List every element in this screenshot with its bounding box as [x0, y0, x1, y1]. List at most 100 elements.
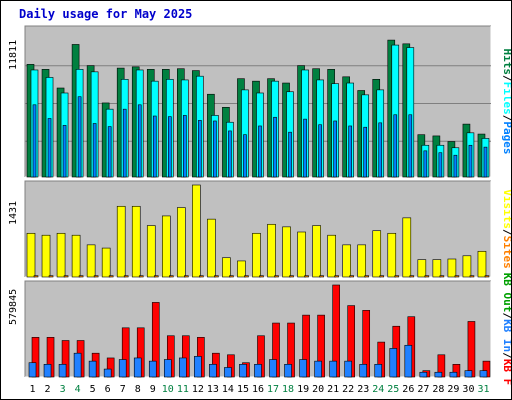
bar-kb-in [73, 352, 82, 378]
bar-pages [137, 104, 142, 178]
bar-sites [289, 275, 294, 278]
legend-hits: Hits [501, 49, 511, 76]
bar-kb-in [359, 364, 368, 378]
bar-kb-in [163, 359, 172, 378]
bar-visits [267, 223, 276, 278]
x-tick-label: 1 [30, 384, 36, 395]
x-tick-label: 30 [462, 384, 474, 395]
x-tick-label: 14 [222, 384, 234, 395]
bar-sites [123, 275, 129, 278]
x-tick-label: 25 [387, 384, 399, 395]
bar-kb-in [314, 360, 322, 378]
x-tick-label: 4 [75, 384, 81, 395]
bar-pages [318, 124, 322, 178]
bar-visits [357, 244, 367, 278]
bar-kb-in [374, 364, 383, 378]
x-tick-label: 27 [417, 384, 429, 395]
bar-kb-in [88, 360, 97, 378]
bar-visits [41, 234, 51, 278]
x-tick-label: 13 [207, 384, 219, 395]
bar-pages [333, 120, 337, 178]
bar-kb-in [239, 364, 247, 378]
bar-pages [258, 125, 262, 178]
bar-pages [423, 150, 428, 178]
bar-pages [77, 96, 82, 178]
bar-kb-in [404, 344, 413, 378]
bar-sites [108, 275, 114, 278]
bar-kb-in [389, 348, 398, 378]
bar-visits [327, 234, 336, 278]
x-tick-label: 26 [402, 384, 414, 395]
bar-visits [26, 232, 36, 278]
legend-pages: Pages [501, 121, 511, 154]
bar-kb-in [284, 364, 292, 378]
x-tick-label: 16 [252, 384, 264, 395]
bar-sites [244, 275, 249, 278]
bar-visits [146, 225, 156, 278]
legend-sites: Sites [501, 236, 511, 269]
bar-sites [78, 275, 84, 278]
bar-kb-in [209, 364, 217, 378]
bar-kb-in [344, 360, 352, 378]
bar-pages [288, 131, 292, 178]
x-tick-label: 31 [477, 384, 489, 395]
bar-visits [222, 257, 231, 278]
x-tick-label: 29 [447, 384, 459, 395]
bar-kb-in [464, 370, 473, 378]
bar-kb-in [419, 371, 428, 378]
x-tick-label: 3 [60, 384, 66, 395]
bar-visits [177, 207, 186, 278]
bar-pages [348, 125, 352, 178]
bar-sites [274, 275, 279, 278]
legend-separator: / [501, 352, 511, 359]
bar-sites [168, 275, 174, 278]
legend-separator: / [501, 312, 511, 319]
bar-visits [462, 255, 472, 278]
bar-kb-in [58, 364, 67, 378]
bar-sites [138, 275, 144, 278]
bar-sites [379, 275, 385, 278]
x-tick-label: 22 [342, 384, 354, 395]
bar-pages [483, 146, 488, 178]
bar-kb-in [434, 371, 443, 378]
bar-pages [228, 130, 232, 178]
bar-pages [303, 118, 307, 178]
panel-visits-sites-edge-dark [24, 180, 491, 277]
bar-pages [408, 114, 413, 178]
bar-kb-f [467, 321, 476, 378]
bar-sites [319, 275, 324, 278]
x-tick-label: 7 [120, 384, 126, 395]
x-tick-label: 21 [327, 384, 339, 395]
legend-hits-files-pages: Hits/Files/Pages [501, 49, 511, 155]
x-tick-label: 11 [177, 384, 189, 395]
bar-pages [167, 116, 172, 178]
bar-pages [47, 118, 52, 178]
bar-visits [477, 250, 487, 278]
bar-kb-in [299, 359, 307, 378]
bar-sites [439, 275, 445, 278]
bar-visits [101, 247, 111, 278]
bar-visits [387, 232, 397, 278]
bar-kb-in [329, 360, 337, 378]
legend-separator: / [501, 115, 511, 122]
bar-visits [71, 234, 81, 278]
y-max-label-hits: 11811 [8, 40, 19, 70]
x-tick-label: 10 [162, 384, 174, 395]
bar-pages [92, 123, 97, 178]
legend-kb_out: KB Out [501, 273, 511, 313]
bar-pages [198, 120, 202, 178]
bar-sites [484, 275, 490, 278]
x-tick-label: 20 [312, 384, 324, 395]
bar-visits [116, 205, 126, 278]
bar-sites [153, 275, 159, 278]
bar-kb-in [28, 362, 37, 378]
x-tick-label: 12 [192, 384, 204, 395]
x-tick-label: 15 [237, 384, 249, 395]
bar-visits [372, 230, 382, 278]
legend-visits: Visits [501, 189, 511, 229]
panel-kbytes-edge-dark [24, 280, 491, 377]
bar-pages [32, 104, 37, 178]
bar-sites [214, 275, 219, 278]
x-tick-label: 24 [372, 384, 384, 395]
